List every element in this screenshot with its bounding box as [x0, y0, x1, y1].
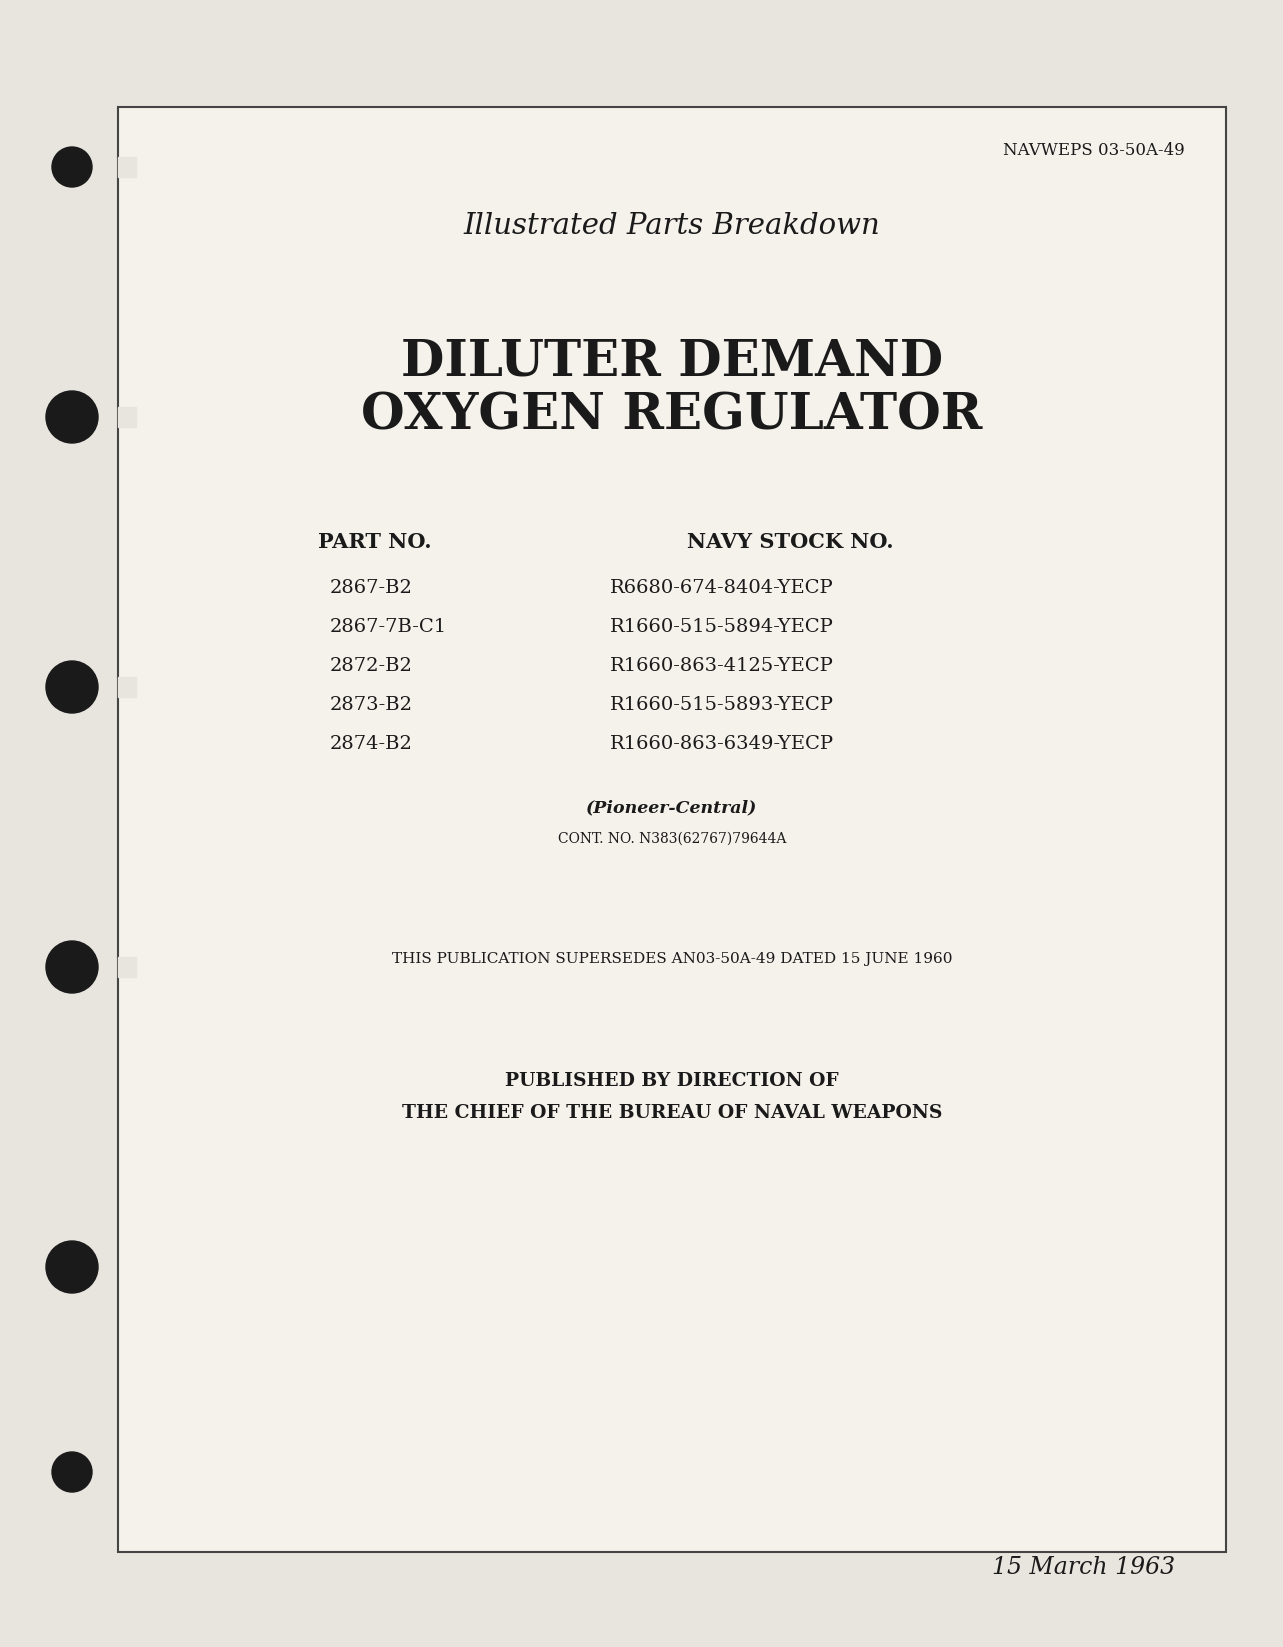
Text: THE CHIEF OF THE BUREAU OF NAVAL WEAPONS: THE CHIEF OF THE BUREAU OF NAVAL WEAPONS	[402, 1103, 942, 1122]
Circle shape	[46, 660, 98, 713]
Text: CONT. NO. N383(62767)79644A: CONT. NO. N383(62767)79644A	[558, 832, 786, 847]
Text: Illustrated Parts Breakdown: Illustrated Parts Breakdown	[463, 212, 880, 240]
Text: NAVWEPS 03-50A-49: NAVWEPS 03-50A-49	[1003, 142, 1185, 160]
Text: OXYGEN REGULATOR: OXYGEN REGULATOR	[362, 392, 983, 441]
Circle shape	[46, 940, 98, 993]
Text: 2867-7B-C1: 2867-7B-C1	[330, 618, 446, 636]
Bar	[118, 407, 136, 427]
Text: DILUTER DEMAND: DILUTER DEMAND	[400, 338, 943, 385]
Text: 15 March 1963: 15 March 1963	[992, 1556, 1175, 1579]
Text: 2867-B2: 2867-B2	[330, 580, 413, 596]
Bar	[118, 156, 136, 176]
Text: NAVY STOCK NO.: NAVY STOCK NO.	[686, 532, 893, 552]
FancyBboxPatch shape	[118, 107, 1227, 1551]
Text: R6680-674-8404-YECP: R6680-674-8404-YECP	[609, 580, 834, 596]
Circle shape	[53, 147, 92, 188]
Text: 2874-B2: 2874-B2	[330, 735, 413, 753]
Text: R1660-515-5893-YECP: R1660-515-5893-YECP	[609, 697, 834, 715]
Circle shape	[46, 390, 98, 443]
Text: PART NO.: PART NO.	[318, 532, 432, 552]
Text: R1660-515-5894-YECP: R1660-515-5894-YECP	[609, 618, 834, 636]
Text: 2873-B2: 2873-B2	[330, 697, 413, 715]
Bar	[118, 957, 136, 977]
Text: THIS PUBLICATION SUPERSEDES AN03-50A-49 DATED 15 JUNE 1960: THIS PUBLICATION SUPERSEDES AN03-50A-49 …	[391, 952, 952, 967]
Text: R1660-863-4125-YECP: R1660-863-4125-YECP	[609, 657, 834, 675]
Text: R1660-863-6349-YECP: R1660-863-6349-YECP	[609, 735, 834, 753]
Bar	[118, 677, 136, 697]
Circle shape	[53, 1453, 92, 1492]
Text: PUBLISHED BY DIRECTION OF: PUBLISHED BY DIRECTION OF	[506, 1072, 839, 1090]
Text: 2872-B2: 2872-B2	[330, 657, 413, 675]
Circle shape	[46, 1240, 98, 1293]
Text: (Pioneer-Central): (Pioneer-Central)	[586, 799, 758, 815]
